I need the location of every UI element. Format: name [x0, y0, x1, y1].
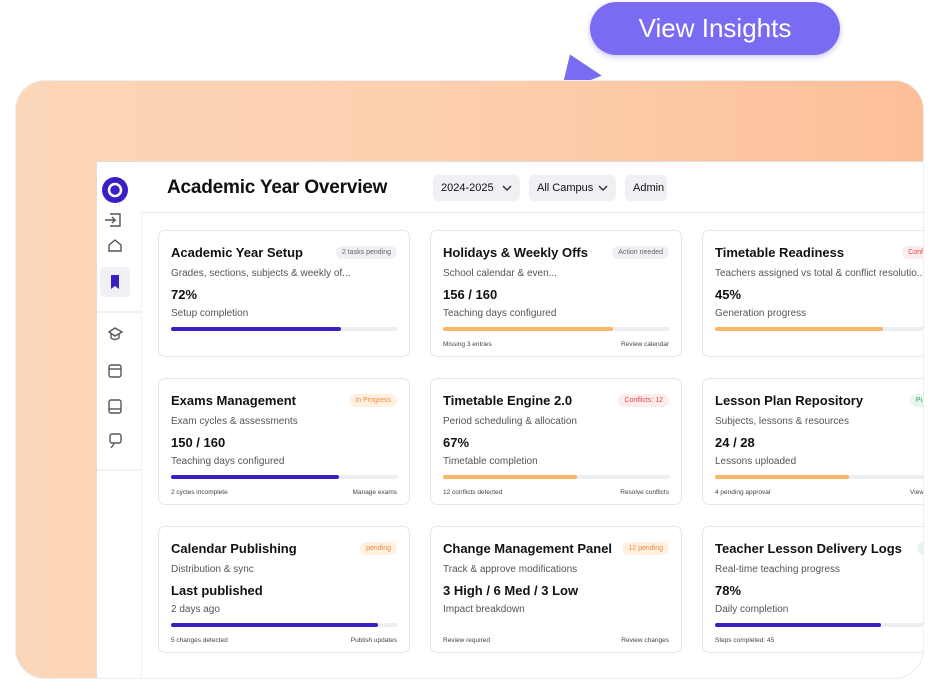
- status-badge: pending: [360, 542, 397, 555]
- metric-label: Timetable completion: [443, 456, 538, 467]
- metric-label: Impact breakdown: [443, 604, 525, 615]
- footer-link[interactable]: Publish updates: [350, 637, 397, 644]
- card-title: Change Management Panel: [443, 541, 613, 556]
- progress-track: [171, 327, 398, 331]
- status-badge: Acti: [917, 542, 923, 555]
- metric-value: 72%: [171, 287, 198, 302]
- card[interactable]: Timetable Engine 2.0 Conflicts: 12 Period …: [430, 378, 682, 505]
- sidebar: [97, 177, 142, 678]
- status-badge: Publis: [909, 394, 923, 407]
- app-window: Academic Year Overview 2024-2025 All Camp…: [96, 161, 924, 678]
- card-subtitle: Distribution & sync: [171, 564, 254, 575]
- card-subtitle: Subjects, lessons & resources: [715, 416, 849, 427]
- filter-dropdown[interactable]: 2024-2025: [433, 175, 520, 201]
- footer-link[interactable]: View repor: [910, 489, 924, 496]
- progress-bar: [715, 327, 883, 331]
- card-subtitle: School calendar & even...: [443, 268, 557, 279]
- status-badge: Conflicts: [902, 246, 923, 259]
- progress-track: [715, 327, 923, 331]
- progress-track: [715, 623, 923, 627]
- metric-label: Teaching days configured: [443, 308, 557, 319]
- status-badge: Action needed: [612, 246, 669, 259]
- filter-dropdown[interactable]: Admin: [625, 175, 667, 201]
- chevron: [502, 185, 512, 192]
- view-insights-button[interactable]: View Insights: [590, 2, 840, 55]
- metric-value: 45%: [715, 287, 742, 302]
- progress-track: [171, 623, 398, 627]
- progress-bar: [443, 475, 577, 479]
- page-title: Academic Year Overview: [167, 177, 388, 198]
- card[interactable]: Lesson Plan Repository Publis Subjects, le…: [702, 378, 924, 505]
- metric-value: 156 / 160: [443, 287, 498, 302]
- metric-value: 150 / 160: [171, 435, 226, 450]
- card-subtitle: Track & approve modifications: [443, 564, 578, 575]
- progress-track: [443, 475, 670, 479]
- footer-link[interactable]: Review changes: [621, 637, 669, 644]
- status-badge: 12 pending: [622, 542, 669, 555]
- progress-bar: [171, 327, 342, 331]
- card-title: Teacher Lesson Delivery Logs: [715, 541, 902, 556]
- filter-dropdown[interactable]: All Campus: [529, 175, 616, 201]
- status-badge: 2 tasks pending: [335, 246, 397, 259]
- footer-note: 5 changes detected: [171, 637, 228, 644]
- footer-note: Steps completed: 45: [715, 637, 775, 644]
- progress-bar: [715, 623, 881, 627]
- card[interactable]: Exams Management In Progress Exam cycles &…: [158, 378, 410, 505]
- progress-track: [171, 475, 398, 479]
- metric-value: Last published: [171, 583, 263, 598]
- status-badge: Conflicts: 12: [618, 394, 669, 407]
- divider: [142, 212, 923, 213]
- status-badge: In Progress: [349, 394, 397, 407]
- progress-bar: [443, 327, 614, 331]
- metric-label: Teaching days configured: [171, 456, 285, 467]
- footer-link[interactable]: Manage exams: [352, 489, 397, 496]
- footer-note: 12 conflicts detected: [443, 489, 503, 496]
- card-title: Lesson Plan Repository: [715, 393, 864, 408]
- metric-label: Daily completion: [715, 604, 789, 615]
- card[interactable]: Change Management Panel 12 pending Track &…: [430, 526, 682, 653]
- card-subtitle: Grades, sections, subjects & weekly of..…: [171, 268, 351, 279]
- preview-panel: Academic Year Overview 2024-2025 All Camp…: [15, 80, 924, 679]
- card[interactable]: Timetable Readiness Conflicts Teachers ass…: [702, 230, 924, 357]
- card-subtitle: Period scheduling & allocation: [443, 416, 577, 427]
- card-title: Timetable Engine 2.0: [443, 393, 573, 408]
- card-title: Timetable Readiness: [715, 245, 845, 260]
- chevron: [598, 185, 608, 192]
- metric-value: 67%: [443, 435, 470, 450]
- metric-value: 3 High / 6 Med / 3 Low: [443, 583, 579, 598]
- card-subtitle: Teachers assigned vs total & conflict re…: [715, 268, 924, 279]
- metric-label: 2 days ago: [171, 604, 220, 615]
- card-title: Holidays & Weekly Offs: [443, 245, 588, 260]
- footer-note: 4 pending approval: [715, 489, 771, 496]
- footer-link[interactable]: Resolve conflicts: [620, 489, 669, 496]
- progress-bar: [715, 475, 849, 479]
- card-subtitle: Real-time teaching progress: [715, 564, 841, 575]
- card[interactable]: Teacher Lesson Delivery Logs Acti Real-tim…: [702, 526, 923, 653]
- metric-label: Setup completion: [171, 308, 249, 319]
- footer-note: Missing 3 entries: [443, 341, 492, 348]
- footer-link[interactable]: Review calendar: [620, 341, 669, 348]
- progress-bar: [171, 623, 378, 627]
- progress-bar: [171, 475, 339, 479]
- footer-note: Review required: [443, 637, 490, 644]
- progress-track: [715, 475, 923, 479]
- card-subtitle: Exam cycles & assessments: [171, 416, 298, 427]
- metric-label: Generation progress: [715, 308, 807, 319]
- metric-label: Lessons uploaded: [715, 456, 797, 467]
- card[interactable]: Academic Year Setup 2 tasks pending Grades…: [158, 230, 410, 357]
- card-title: Academic Year Setup: [171, 245, 303, 260]
- footer-note: 2 cycles incomplete: [171, 489, 228, 496]
- progress-track: [443, 327, 670, 331]
- card[interactable]: Holidays & Weekly Offs Action needed Schoo…: [430, 230, 682, 357]
- card-title: Exams Management: [171, 393, 296, 408]
- metric-value: 78%: [715, 583, 742, 598]
- card[interactable]: Calendar Publishing pending Distribution &…: [158, 526, 410, 653]
- card-title: Calendar Publishing: [171, 541, 297, 556]
- metric-value: 24 / 28: [715, 435, 755, 450]
